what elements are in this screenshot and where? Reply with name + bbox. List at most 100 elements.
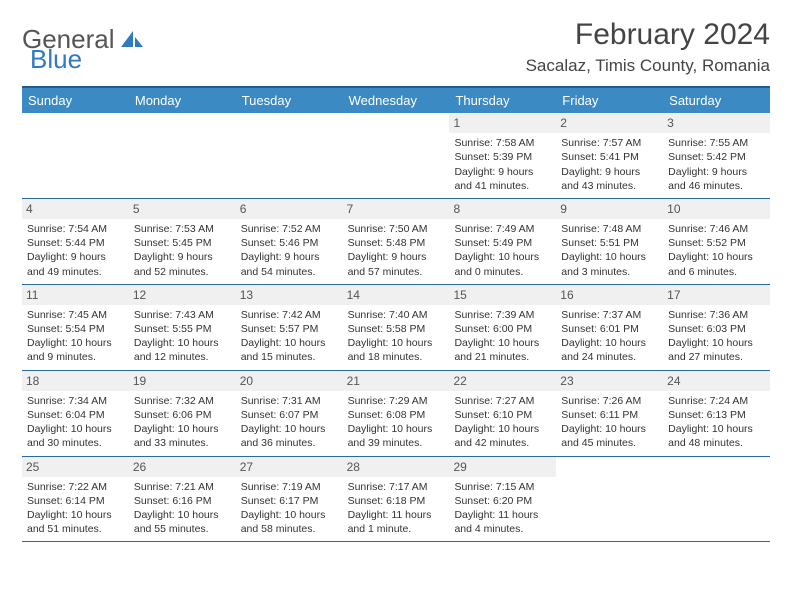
day-cell: 26Sunrise: 7:21 AMSunset: 6:16 PMDayligh… xyxy=(129,457,236,542)
day-cell: 6Sunrise: 7:52 AMSunset: 5:46 PMDaylight… xyxy=(236,199,343,284)
sunrise-text: Sunrise: 7:32 AM xyxy=(134,394,231,408)
day-number: 18 xyxy=(22,371,129,391)
sunset-text: Sunset: 5:51 PM xyxy=(561,236,658,250)
day-cell: 14Sunrise: 7:40 AMSunset: 5:58 PMDayligh… xyxy=(343,285,450,370)
sunrise-text: Sunrise: 7:50 AM xyxy=(348,222,445,236)
day-number: 15 xyxy=(449,285,556,305)
day-cell: 22Sunrise: 7:27 AMSunset: 6:10 PMDayligh… xyxy=(449,371,556,456)
day-number: 14 xyxy=(343,285,450,305)
daylight-text: Daylight: 10 hours and 24 minutes. xyxy=(561,336,658,364)
day-header-row: Sunday Monday Tuesday Wednesday Thursday… xyxy=(22,88,770,113)
daylight-text: Daylight: 11 hours and 4 minutes. xyxy=(454,508,551,536)
day-number: 7 xyxy=(343,199,450,219)
day-cell: 7Sunrise: 7:50 AMSunset: 5:48 PMDaylight… xyxy=(343,199,450,284)
daylight-text: Daylight: 10 hours and 27 minutes. xyxy=(668,336,765,364)
day-cell xyxy=(129,113,236,198)
sunrise-text: Sunrise: 7:57 AM xyxy=(561,136,658,150)
sunset-text: Sunset: 6:16 PM xyxy=(134,494,231,508)
sunrise-text: Sunrise: 7:17 AM xyxy=(348,480,445,494)
header: General February 2024 Sacalaz, Timis Cou… xyxy=(22,18,770,76)
sunset-text: Sunset: 6:07 PM xyxy=(241,408,338,422)
daylight-text: Daylight: 10 hours and 9 minutes. xyxy=(27,336,124,364)
sunrise-text: Sunrise: 7:43 AM xyxy=(134,308,231,322)
day-cell: 24Sunrise: 7:24 AMSunset: 6:13 PMDayligh… xyxy=(663,371,770,456)
dayhdr-wed: Wednesday xyxy=(343,88,450,113)
week-row: 18Sunrise: 7:34 AMSunset: 6:04 PMDayligh… xyxy=(22,371,770,457)
daylight-text: Daylight: 10 hours and 30 minutes. xyxy=(27,422,124,450)
day-cell xyxy=(343,113,450,198)
day-cell: 21Sunrise: 7:29 AMSunset: 6:08 PMDayligh… xyxy=(343,371,450,456)
sunrise-text: Sunrise: 7:49 AM xyxy=(454,222,551,236)
week-row: 1Sunrise: 7:58 AMSunset: 5:39 PMDaylight… xyxy=(22,113,770,199)
sunrise-text: Sunrise: 7:48 AM xyxy=(561,222,658,236)
day-cell: 10Sunrise: 7:46 AMSunset: 5:52 PMDayligh… xyxy=(663,199,770,284)
sunset-text: Sunset: 5:45 PM xyxy=(134,236,231,250)
day-cell: 13Sunrise: 7:42 AMSunset: 5:57 PMDayligh… xyxy=(236,285,343,370)
sunrise-text: Sunrise: 7:45 AM xyxy=(27,308,124,322)
daylight-text: Daylight: 9 hours and 46 minutes. xyxy=(668,165,765,193)
sunrise-text: Sunrise: 7:58 AM xyxy=(454,136,551,150)
sunset-text: Sunset: 5:55 PM xyxy=(134,322,231,336)
sunset-text: Sunset: 5:44 PM xyxy=(27,236,124,250)
logo-sail-icon xyxy=(119,29,145,51)
daylight-text: Daylight: 9 hours and 43 minutes. xyxy=(561,165,658,193)
day-number: 27 xyxy=(236,457,343,477)
day-number: 23 xyxy=(556,371,663,391)
day-cell: 2Sunrise: 7:57 AMSunset: 5:41 PMDaylight… xyxy=(556,113,663,198)
sunset-text: Sunset: 5:49 PM xyxy=(454,236,551,250)
day-cell: 29Sunrise: 7:15 AMSunset: 6:20 PMDayligh… xyxy=(449,457,556,542)
day-number: 22 xyxy=(449,371,556,391)
sunrise-text: Sunrise: 7:26 AM xyxy=(561,394,658,408)
day-number: 28 xyxy=(343,457,450,477)
title-block: February 2024 Sacalaz, Timis County, Rom… xyxy=(526,18,770,76)
sunset-text: Sunset: 6:17 PM xyxy=(241,494,338,508)
daylight-text: Daylight: 10 hours and 21 minutes. xyxy=(454,336,551,364)
sunrise-text: Sunrise: 7:34 AM xyxy=(27,394,124,408)
daylight-text: Daylight: 11 hours and 1 minute. xyxy=(348,508,445,536)
daylight-text: Daylight: 10 hours and 55 minutes. xyxy=(134,508,231,536)
sunset-text: Sunset: 6:18 PM xyxy=(348,494,445,508)
sunrise-text: Sunrise: 7:36 AM xyxy=(668,308,765,322)
day-cell xyxy=(236,113,343,198)
day-number: 5 xyxy=(129,199,236,219)
day-number: 6 xyxy=(236,199,343,219)
day-number: 2 xyxy=(556,113,663,133)
day-number: 1 xyxy=(449,113,556,133)
day-number: 26 xyxy=(129,457,236,477)
daylight-text: Daylight: 10 hours and 48 minutes. xyxy=(668,422,765,450)
day-cell: 17Sunrise: 7:36 AMSunset: 6:03 PMDayligh… xyxy=(663,285,770,370)
day-cell: 8Sunrise: 7:49 AMSunset: 5:49 PMDaylight… xyxy=(449,199,556,284)
dayhdr-fri: Friday xyxy=(556,88,663,113)
day-number: 12 xyxy=(129,285,236,305)
week-row: 4Sunrise: 7:54 AMSunset: 5:44 PMDaylight… xyxy=(22,199,770,285)
sunset-text: Sunset: 6:14 PM xyxy=(27,494,124,508)
sunset-text: Sunset: 6:04 PM xyxy=(27,408,124,422)
sunrise-text: Sunrise: 7:40 AM xyxy=(348,308,445,322)
day-cell: 16Sunrise: 7:37 AMSunset: 6:01 PMDayligh… xyxy=(556,285,663,370)
logo-text-blue: Blue xyxy=(30,44,82,75)
day-cell: 19Sunrise: 7:32 AMSunset: 6:06 PMDayligh… xyxy=(129,371,236,456)
sunset-text: Sunset: 6:08 PM xyxy=(348,408,445,422)
day-number: 11 xyxy=(22,285,129,305)
day-cell xyxy=(663,457,770,542)
day-cell: 28 Sunrise: 7:17 AMSunset: 6:18 PMDayligh… xyxy=(343,457,450,542)
day-cell: 9Sunrise: 7:48 AMSunset: 5:51 PMDaylight… xyxy=(556,199,663,284)
sunrise-text: Sunrise: 7:19 AM xyxy=(241,480,338,494)
daylight-text: Daylight: 10 hours and 6 minutes. xyxy=(668,250,765,278)
daylight-text: Daylight: 10 hours and 58 minutes. xyxy=(241,508,338,536)
daylight-text: Daylight: 9 hours and 54 minutes. xyxy=(241,250,338,278)
day-number: 24 xyxy=(663,371,770,391)
sunrise-text: Sunrise: 7:53 AM xyxy=(134,222,231,236)
day-number: 9 xyxy=(556,199,663,219)
day-number: 4 xyxy=(22,199,129,219)
sunrise-text: Sunrise: 7:42 AM xyxy=(241,308,338,322)
week-row: 25Sunrise: 7:22 AMSunset: 6:14 PMDayligh… xyxy=(22,457,770,543)
sunset-text: Sunset: 5:42 PM xyxy=(668,150,765,164)
day-cell: 18 Sunrise: 7:34 AMSunset: 6:04 PMDayligh… xyxy=(22,371,129,456)
daylight-text: Daylight: 10 hours and 18 minutes. xyxy=(348,336,445,364)
day-cell xyxy=(556,457,663,542)
sunrise-text: Sunrise: 7:15 AM xyxy=(454,480,551,494)
sunset-text: Sunset: 6:01 PM xyxy=(561,322,658,336)
sunrise-text: Sunrise: 7:46 AM xyxy=(668,222,765,236)
day-cell: 12Sunrise: 7:43 AMSunset: 5:55 PMDayligh… xyxy=(129,285,236,370)
